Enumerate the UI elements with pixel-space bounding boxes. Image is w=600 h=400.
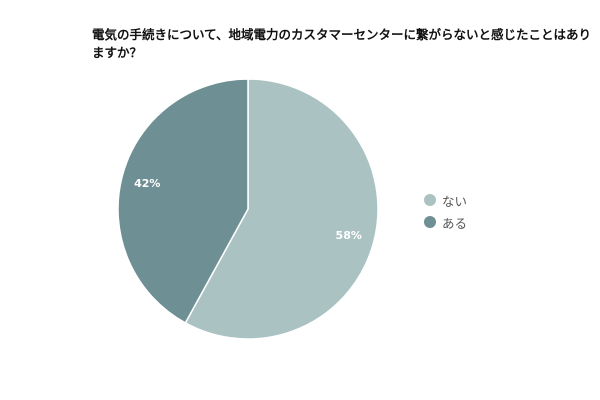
legend-label-nai: ない bbox=[442, 193, 468, 209]
data-label-nai: 58% bbox=[336, 229, 362, 242]
legend: ない ある bbox=[424, 190, 467, 234]
data-label-aru: 42% bbox=[134, 177, 160, 190]
legend-item-aru[interactable]: ある bbox=[424, 212, 467, 232]
legend-swatch-aru bbox=[424, 216, 436, 228]
legend-item-nai[interactable]: ない bbox=[424, 190, 467, 210]
legend-label-aru: ある bbox=[442, 215, 468, 231]
chart-title: 電気の手続きについて、地域電力のカスタマーセンターに繋がらないと感じたことはあり… bbox=[92, 27, 592, 60]
pie-slices bbox=[117, 78, 379, 340]
legend-swatch-nai bbox=[424, 194, 436, 206]
pie-slice-aru[interactable] bbox=[117, 78, 249, 324]
pie-data-labels: 58% 42% bbox=[134, 177, 362, 242]
pie-slice-nai[interactable] bbox=[184, 78, 379, 340]
